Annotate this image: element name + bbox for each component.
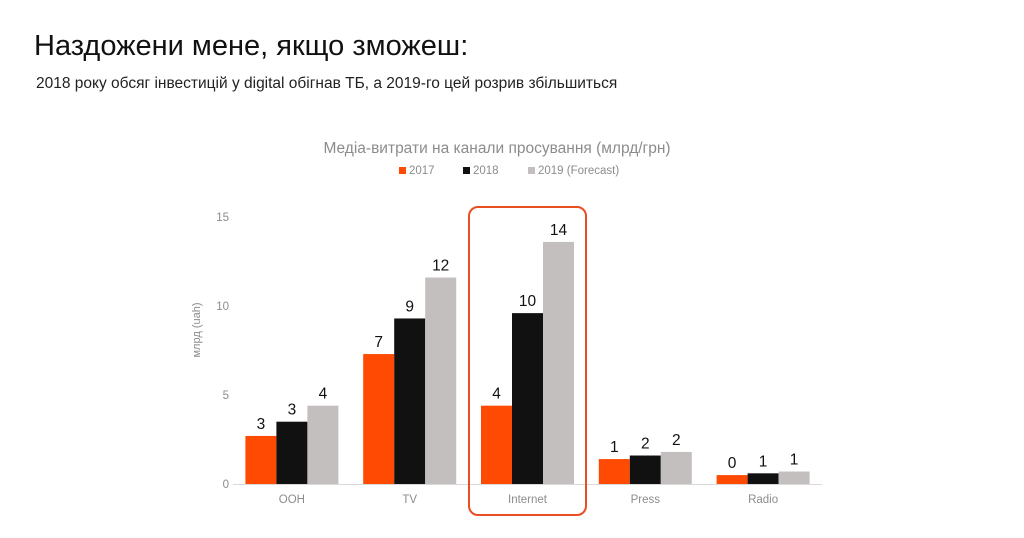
bar-press-2019	[660, 451, 692, 484]
slide-subtitle: 2018 року обсяг інвестицій у digital обі…	[36, 75, 618, 92]
legend-swatch	[528, 167, 535, 174]
bar-press-2018	[629, 455, 661, 484]
bar-value-label: 3	[257, 416, 266, 433]
slide-title: Наздожени мене, якщо зможеш:	[34, 30, 469, 62]
bar-internet-2019	[543, 241, 574, 484]
bar-value-label: 1	[610, 439, 619, 456]
bar-value-label: 7	[374, 334, 383, 351]
legend-swatch	[463, 167, 470, 174]
bar-ooh-2019	[307, 405, 339, 484]
bar-value-label: 2	[641, 436, 650, 453]
bar-radio-2017	[716, 475, 748, 484]
bar-value-label: 4	[319, 386, 328, 403]
bar-value-label: 14	[550, 222, 568, 239]
legend-label: 2017	[409, 165, 435, 177]
bar-value-label: 1	[790, 452, 799, 469]
bar-value-label: 12	[432, 258, 449, 275]
chart-legend: 2017 2018 2019 (Forecast)	[399, 165, 619, 177]
x-tick-label: TV	[402, 494, 417, 506]
bar-ooh-2018	[276, 421, 308, 484]
x-axis-ticks: OOH TV Internet Press Radio	[279, 494, 778, 506]
x-tick-label: Radio	[748, 494, 778, 506]
legend-2019-forecast: 2019 (Forecast)	[528, 165, 619, 177]
legend-label: 2019 (Forecast)	[538, 165, 619, 177]
y-axis-title: млрд (uah)	[191, 303, 203, 358]
y-tick-label: 15	[216, 212, 229, 224]
bar-radio-2019	[778, 471, 810, 484]
bar-press-2017	[598, 459, 630, 484]
y-tick-label: 10	[216, 301, 229, 313]
bar-internet-2018	[512, 313, 543, 484]
bar-value-label: 4	[492, 386, 501, 403]
chart-bars	[245, 241, 810, 484]
bar-radio-2018	[747, 473, 779, 484]
bar-value-label: 1	[759, 453, 768, 470]
legend-2018: 2018	[463, 165, 499, 177]
bar-tv-2018	[394, 318, 426, 484]
bar-internet-2017	[481, 405, 512, 484]
legend-2017: 2017	[399, 165, 435, 177]
y-tick-label: 0	[223, 479, 229, 491]
bar-value-label: 10	[519, 293, 537, 310]
bar-tv-2019	[425, 277, 457, 484]
chart-title: Медіа-витрати на канали просування (млрд…	[323, 140, 670, 157]
legend-label: 2018	[473, 165, 499, 177]
bar-ooh-2017	[245, 435, 277, 484]
bar-value-label: 2	[672, 432, 681, 449]
bar-value-label: 0	[728, 455, 737, 472]
y-axis-ticks: 0 5 10 15	[216, 212, 229, 491]
highlight-box	[468, 206, 587, 516]
y-tick-label: 5	[223, 390, 229, 402]
x-tick-label: Press	[631, 494, 661, 506]
bar-tv-2017	[363, 354, 395, 484]
bar-value-label: 9	[405, 298, 414, 315]
bar-value-label: 3	[288, 402, 297, 419]
x-tick-label: Internet	[508, 494, 548, 506]
legend-swatch	[399, 167, 406, 174]
x-tick-label: OOH	[279, 494, 305, 506]
